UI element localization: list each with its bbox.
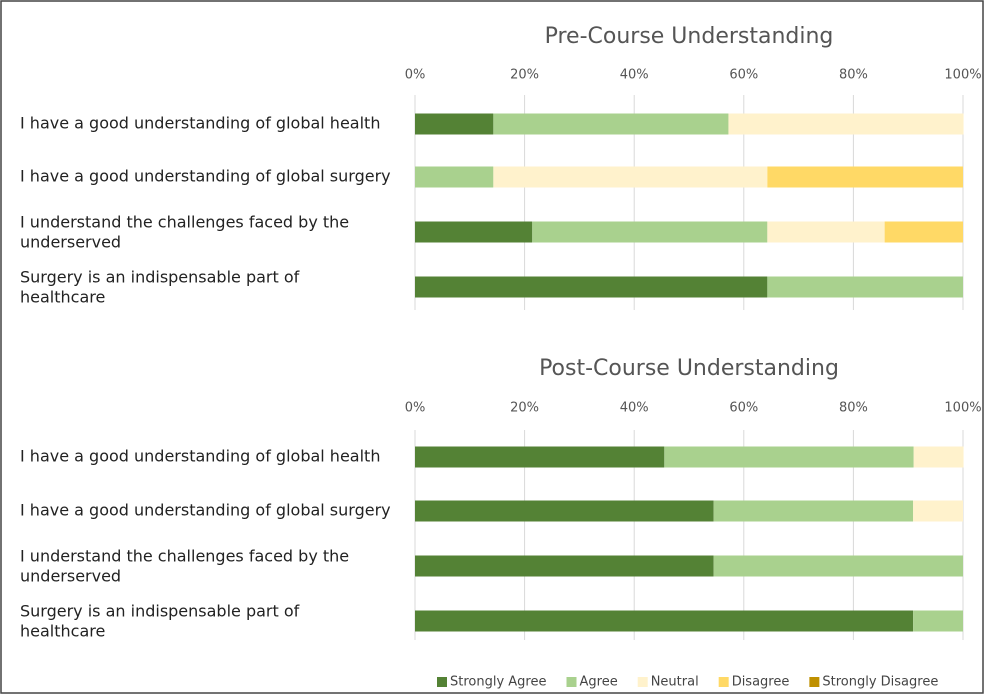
bar-segment [713, 500, 914, 522]
legend-label: Disagree [732, 675, 790, 690]
x-tick-label: 40% [620, 68, 649, 83]
bar-segment [415, 276, 768, 298]
bar-segment [493, 113, 729, 135]
category-label: Surgery is an indispensable part of healt… [20, 267, 300, 306]
category-label: I have a good understanding of global he… [20, 114, 380, 133]
category-label: I understand the challenges faced by the… [20, 546, 349, 585]
bar-segment [415, 166, 494, 188]
category-label: I have a good understanding of global su… [20, 167, 391, 186]
legend-label: Strongly Disagree [822, 675, 938, 690]
x-tick-label: 60% [729, 401, 758, 416]
x-tick-label: 80% [839, 401, 868, 416]
bar-segment [767, 166, 963, 188]
bar-segment [713, 555, 963, 577]
x-tick-label: 20% [510, 401, 539, 416]
bar-segment [415, 500, 714, 522]
chart-title: Pre-Course Understanding [545, 24, 834, 49]
legend-swatch [637, 677, 648, 687]
bar-segment [884, 221, 963, 243]
bar-segment [415, 113, 494, 135]
category-label: I have a good understanding of global he… [20, 447, 380, 466]
category-label: I understand the challenges faced by the… [20, 212, 349, 251]
bar-segment [728, 113, 964, 135]
bar-segment [767, 276, 963, 298]
bar-segment [664, 446, 914, 468]
x-tick-label: 0% [405, 68, 426, 83]
x-tick-label: 60% [729, 68, 758, 83]
legend-swatch [718, 677, 729, 687]
bar-segment [767, 221, 885, 243]
category-label: I have a good understanding of global su… [20, 501, 391, 520]
legend-label: Strongly Agree [450, 675, 547, 690]
bar-segment [415, 221, 533, 243]
bar-segment [493, 166, 768, 188]
chart-title: Post-Course Understanding [539, 356, 839, 381]
x-tick-label: 100% [944, 401, 981, 416]
legend-label: Neutral [651, 675, 699, 690]
x-tick-label: 20% [510, 68, 539, 83]
bar-segment [415, 610, 914, 632]
x-tick-label: 0% [405, 401, 426, 416]
legend-swatch [437, 677, 447, 687]
bar-segment [415, 446, 665, 468]
x-tick-label: 40% [620, 401, 649, 416]
bar-segment [913, 500, 963, 522]
category-label: Surgery is an indispensable part of healt… [20, 601, 300, 640]
bar-segment [532, 221, 768, 243]
x-tick-label: 100% [944, 68, 981, 83]
legend-label: Agree [580, 675, 618, 690]
bar-segment [415, 555, 714, 577]
x-tick-label: 80% [839, 68, 868, 83]
bar-segment [913, 446, 964, 468]
legend-swatch [566, 677, 577, 687]
legend-swatch [809, 677, 820, 687]
bar-segment [913, 610, 963, 632]
